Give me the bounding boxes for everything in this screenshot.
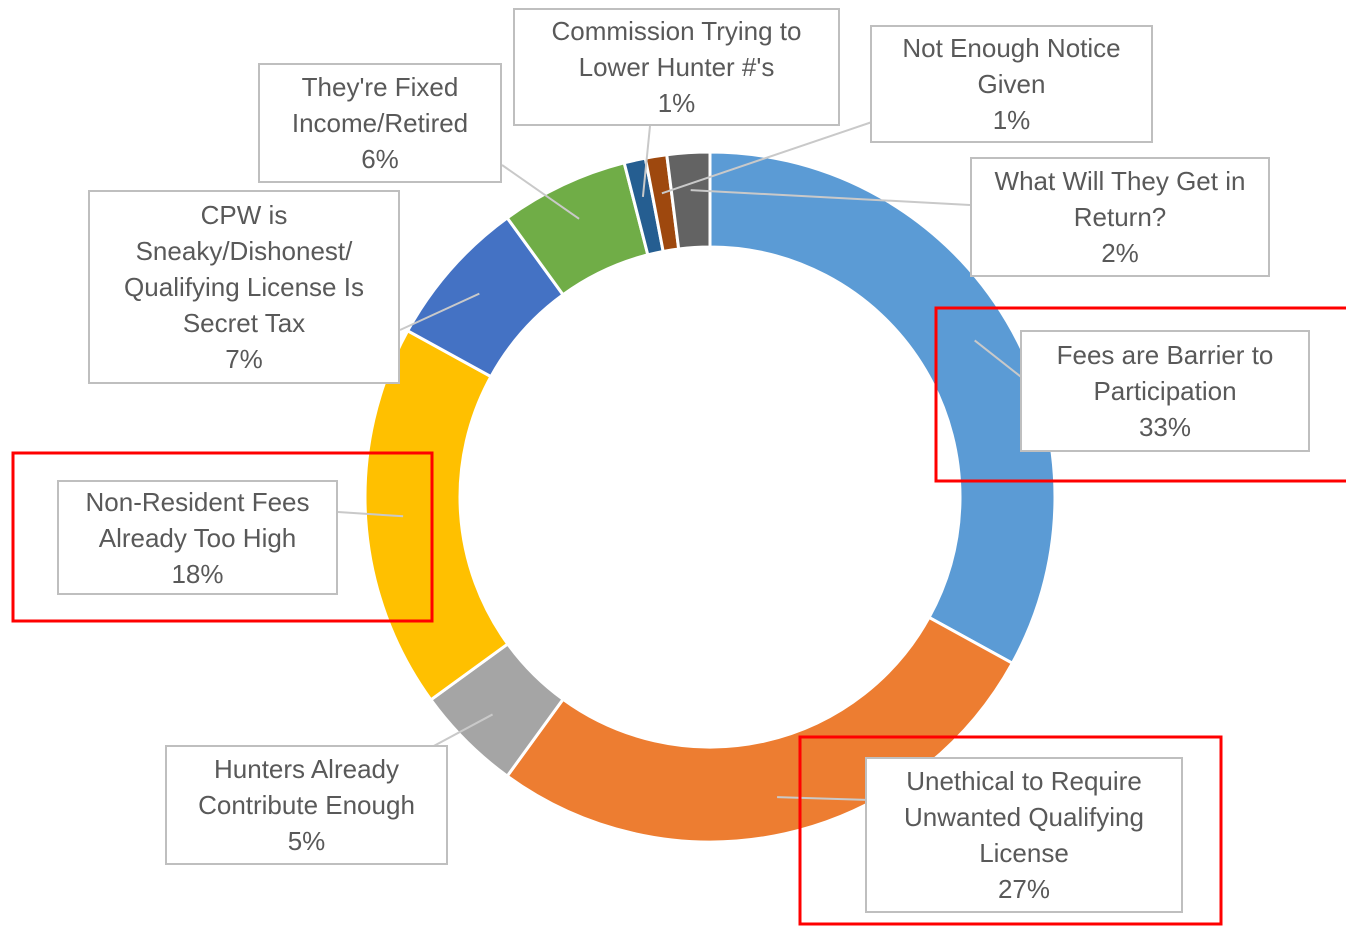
donut-slice — [708, 150, 1057, 666]
data-label: They're Fixed Income/Retired 6% — [258, 63, 502, 183]
data-label: Hunters Already Contribute Enough 5% — [165, 745, 448, 865]
label-category: Fees are Barrier to Participation — [1056, 340, 1274, 406]
data-label: Unethical to Require Unwanted Qualifying… — [865, 757, 1183, 913]
label-value: 33% — [1138, 412, 1192, 442]
label-value: 18% — [171, 558, 224, 589]
leader-line — [429, 713, 494, 749]
label-category: Not Enough Notice Given — [902, 33, 1121, 99]
label-value: 1% — [657, 88, 696, 118]
label-category: Hunters Already Contribute Enough — [198, 754, 415, 820]
data-label: Non-Resident Fees Already Too High 18% — [57, 480, 338, 595]
label-value: 7% — [225, 344, 263, 374]
leader-line — [690, 189, 971, 206]
label-value: 5% — [287, 826, 326, 856]
donut-slice — [665, 150, 712, 251]
data-label: CPW is Sneaky/Dishonest/ Qualifying Lice… — [88, 190, 400, 384]
label-category: CPW is Sneaky/Dishonest/ Qualifying Lice… — [124, 200, 364, 338]
label-category: Non-Resident Fees Already Too High — [85, 486, 310, 553]
label-value: 2% — [1101, 238, 1139, 268]
leader-line — [399, 292, 480, 331]
label-value: 1% — [992, 105, 1031, 135]
leader-line — [641, 125, 651, 198]
leader-line — [501, 164, 580, 220]
label-value: 27% — [997, 874, 1051, 904]
label-category: They're Fixed Income/Retired — [291, 72, 469, 138]
label-category: What Will They Get in Return? — [994, 166, 1246, 232]
data-label: What Will They Get in Return? 2% — [970, 157, 1270, 277]
data-label: Commission Trying to Lower Hunter #'s 1% — [513, 8, 840, 126]
data-label: Not Enough Notice Given 1% — [870, 25, 1153, 143]
label-value: 6% — [361, 144, 399, 174]
label-category: Unethical to Require Unwanted Qualifying… — [904, 766, 1144, 868]
label-category: Commission Trying to Lower Hunter #'s — [551, 16, 802, 82]
leader-line — [661, 121, 873, 195]
data-label: Fees are Barrier to Participation 33% — [1020, 330, 1310, 452]
